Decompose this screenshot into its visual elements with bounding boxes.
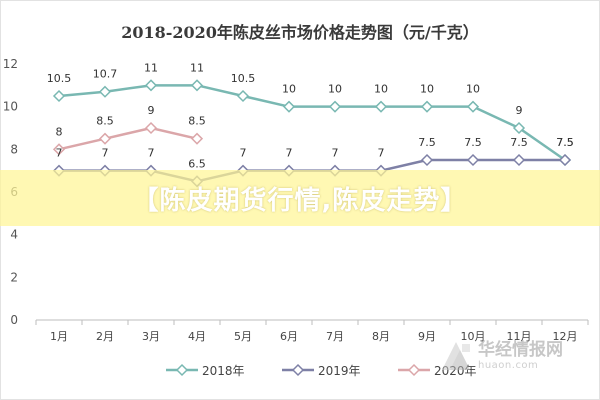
data-label: 7.5	[464, 136, 482, 149]
legend-swatch-marker	[407, 363, 421, 377]
data-label: 7.5	[510, 136, 528, 149]
data-point-marker	[144, 121, 158, 135]
legend-label: 2019年	[318, 364, 361, 378]
chart-title: 2018-2020年陈皮丝市场价格走势图（元/千克）	[121, 23, 479, 42]
data-point-marker	[52, 89, 66, 103]
data-label: 9	[148, 104, 155, 117]
y-tick-label: 8	[10, 142, 18, 156]
data-labels: 10.5 10.7 11 11 10.5 10 10 10 10 10 9 7.5 7 7 7 6.5 7 7 7 7…	[47, 61, 574, 170]
watermark-name: 华经情报网	[478, 340, 563, 360]
x-tick-label: 9月	[418, 330, 436, 343]
overlay-banner: 【陈皮期货行情,陈皮走势】	[0, 170, 600, 226]
data-point-marker	[512, 121, 526, 135]
data-point-marker	[328, 100, 342, 113]
x-tick-label: 1月	[50, 330, 68, 343]
watermark-logo-icon	[442, 342, 470, 370]
y-tick-label: 4	[10, 228, 18, 242]
data-label: 11	[190, 61, 204, 74]
y-tick-label: 2	[10, 270, 18, 284]
data-label: 6.5	[188, 157, 206, 170]
watermark-url: huaon.com	[478, 360, 539, 371]
x-tick-label: 12月	[553, 330, 578, 343]
data-point-marker	[236, 89, 250, 103]
data-label: 7.5	[418, 136, 436, 149]
legend-label: 2018年	[202, 364, 245, 378]
data-label: 7	[56, 147, 63, 160]
data-label: 8.5	[188, 115, 206, 128]
data-label: 10.5	[47, 72, 72, 85]
axes: 1月2月3月4月5月6月7月8月9月10月11月12月024681012	[3, 57, 589, 343]
x-tick-label: 4月	[188, 330, 206, 343]
data-label: 10.5	[231, 72, 256, 85]
data-point-marker	[420, 100, 434, 113]
data-point-marker	[52, 143, 66, 156]
data-label: 8	[56, 125, 63, 138]
data-point-marker	[558, 153, 572, 167]
x-tick-label: 7月	[326, 330, 344, 343]
data-point-marker	[466, 153, 480, 167]
y-tick-label: 12	[3, 57, 18, 71]
y-tick-label: 0	[10, 313, 18, 327]
series-line	[58, 84, 566, 162]
data-label: 10	[466, 83, 480, 96]
data-point-marker	[466, 100, 480, 113]
data-label: 7.5	[556, 136, 574, 149]
data-label: 8.5	[96, 115, 114, 128]
x-tick-label: 8月	[372, 330, 390, 343]
data-label: 7	[240, 147, 247, 160]
data-label: 7	[286, 147, 293, 160]
data-point-marker	[144, 79, 158, 92]
data-label: 7	[378, 147, 385, 160]
data-label: 10.7	[93, 68, 118, 81]
data-label: 7	[332, 147, 339, 160]
data-label: 9	[516, 104, 523, 117]
data-point-marker	[98, 132, 112, 145]
x-tick-label: 6月	[280, 330, 298, 343]
data-point-marker	[282, 100, 296, 113]
data-point-marker	[374, 100, 388, 113]
x-tick-label: 3月	[142, 330, 160, 343]
data-label: 11	[144, 61, 158, 74]
data-point-marker	[98, 85, 112, 98]
data-label: 10	[374, 83, 388, 96]
data-label: 7.5	[556, 136, 574, 149]
data-point-marker	[420, 153, 434, 167]
data-point-marker	[190, 79, 204, 92]
x-tick-label: 2月	[96, 330, 114, 343]
legend: 2018年 2019年 2020年	[166, 363, 477, 378]
x-tick-label: 10月	[461, 330, 486, 343]
data-point-marker	[190, 132, 204, 145]
legend-swatch-marker	[291, 363, 305, 377]
x-tick-label: 5月	[234, 330, 252, 343]
banner-text: 【陈皮期货行情,陈皮走势】	[132, 185, 468, 216]
series-line	[58, 126, 198, 151]
x-tick-label: 11月	[507, 330, 532, 343]
data-point-marker	[512, 153, 526, 167]
data-label: 10	[420, 83, 434, 96]
data-label: 7	[102, 147, 109, 160]
watermark: 华经情报网 huaon.com	[438, 336, 598, 376]
data-label: 10	[328, 83, 342, 96]
data-label: 7	[148, 147, 155, 160]
legend-swatch-marker	[175, 363, 189, 377]
y-tick-label: 10	[3, 100, 18, 114]
data-label: 10	[282, 83, 296, 96]
